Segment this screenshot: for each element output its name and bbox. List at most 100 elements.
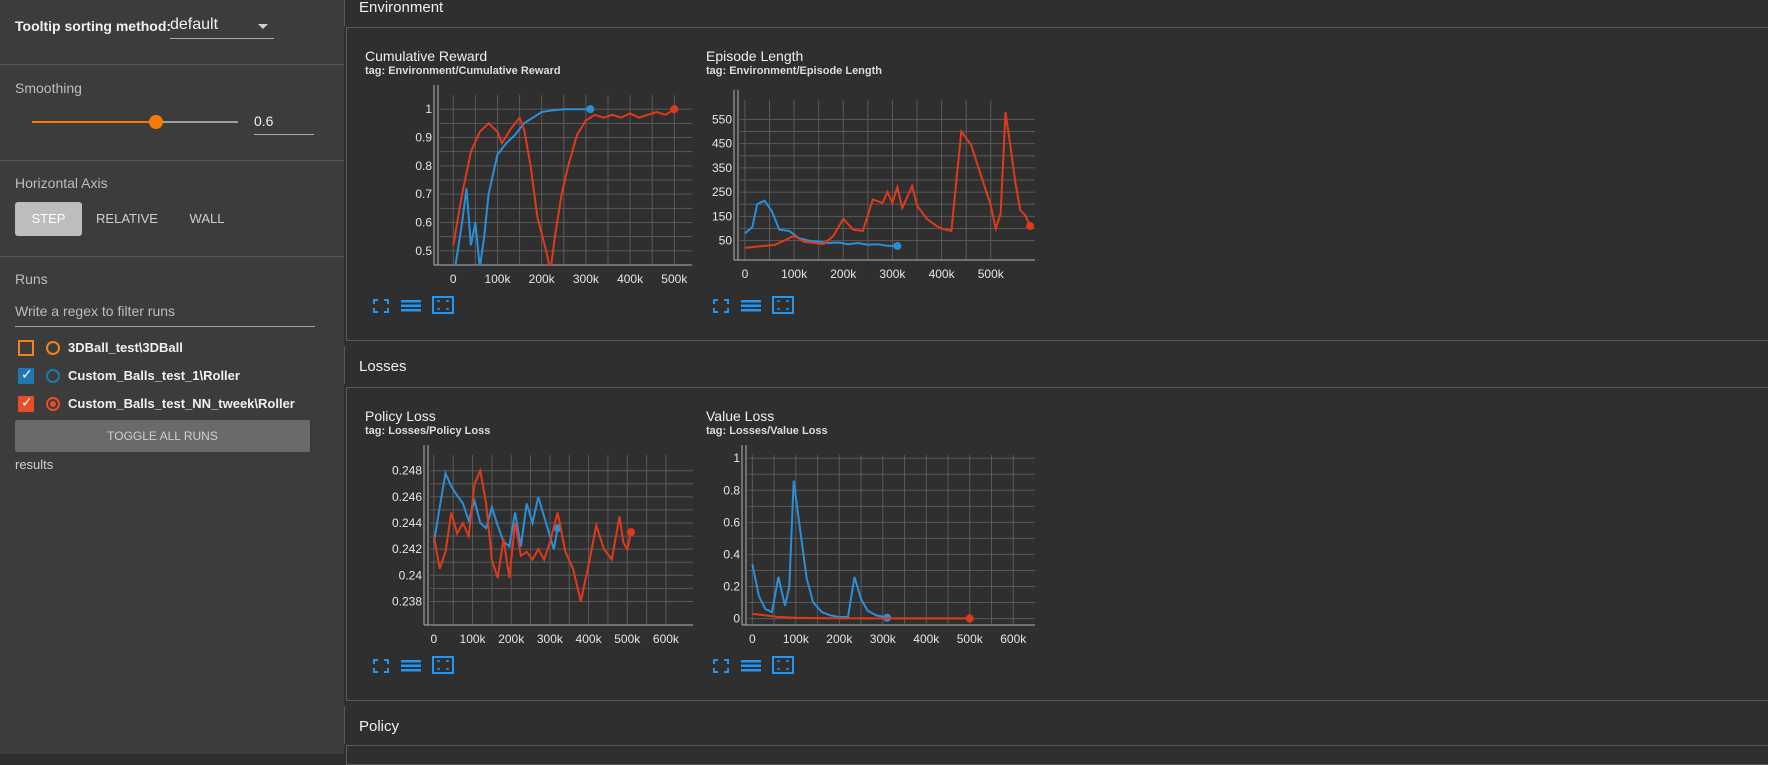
chart-controls bbox=[372, 296, 464, 319]
run-name: 3DBall_test\3DBall bbox=[68, 340, 183, 355]
y-tick-label: 0.238 bbox=[392, 594, 422, 608]
section-environment bbox=[346, 27, 1768, 341]
x-tick-label: 400k bbox=[929, 267, 956, 281]
smoothing-input[interactable]: 0.6 bbox=[254, 110, 314, 135]
fullscreen-icon[interactable] bbox=[372, 658, 390, 674]
run-color-radio[interactable] bbox=[46, 369, 60, 383]
y-tick-label: 0 bbox=[733, 612, 740, 626]
y-tick-label: 0.242 bbox=[392, 542, 422, 556]
x-tick-label: 600k bbox=[653, 632, 680, 646]
fit-domain-icon[interactable] bbox=[432, 296, 454, 314]
fullscreen-icon[interactable] bbox=[372, 298, 390, 314]
section-losses bbox=[346, 387, 1768, 701]
series-end-point bbox=[670, 105, 679, 114]
data-table-icon[interactable] bbox=[740, 298, 762, 314]
y-tick-label: 0.6 bbox=[415, 216, 432, 230]
run-name: Custom_Balls_test_NN_tweek\Roller bbox=[68, 396, 295, 411]
run-item[interactable]: Custom_Balls_test_1\Roller bbox=[18, 366, 338, 388]
series-end-point bbox=[1026, 222, 1035, 231]
y-tick-label: 550 bbox=[712, 112, 732, 126]
chart-title: Value Loss bbox=[706, 408, 775, 424]
y-tick-label: 0.24 bbox=[399, 568, 423, 582]
chart-value-loss[interactable]: 0 100k 200k 300k 400k 500k 600k 0 0.2 0.4 0.6 0.8 1 bbox=[706, 440, 1045, 655]
data-table-icon[interactable] bbox=[740, 658, 762, 674]
y-tick-label: 0.8 bbox=[415, 159, 432, 173]
run-checkbox[interactable] bbox=[18, 395, 34, 412]
axis-wall-button[interactable]: WALL bbox=[189, 211, 225, 226]
section-title: Losses bbox=[359, 358, 407, 375]
x-tick-label: 200k bbox=[529, 272, 556, 286]
y-tick-label: 0.8 bbox=[723, 483, 740, 497]
chart-tag: tag: Environment/Cumulative Reward bbox=[365, 65, 561, 77]
chart-controls bbox=[712, 296, 804, 319]
series-raw-line bbox=[433, 471, 559, 550]
runs-filter-placeholder: Write a regex to filter runs bbox=[15, 303, 176, 319]
fit-domain-icon[interactable] bbox=[772, 656, 794, 674]
series-line-red bbox=[744, 111, 1032, 249]
axis-step-button[interactable]: STEP bbox=[15, 202, 82, 236]
divider bbox=[0, 256, 344, 257]
section-title: Policy bbox=[359, 718, 400, 735]
x-tick-label: 300k bbox=[879, 267, 906, 281]
chart-tag: tag: Losses/Value Loss bbox=[706, 425, 828, 437]
smoothing-value: 0.6 bbox=[254, 113, 274, 129]
chevron-down-icon bbox=[258, 24, 268, 29]
section-header-policy[interactable] bbox=[344, 706, 1768, 744]
fit-domain-icon[interactable] bbox=[432, 656, 454, 674]
chart-episode-length[interactable]: 0 100k 200k 300k 400k 500k 50 150 250 350 450 550 bbox=[706, 80, 1045, 290]
y-tick-label: 250 bbox=[712, 185, 732, 199]
series-end-point bbox=[965, 614, 974, 623]
run-name: Custom_Balls_test_1\Roller bbox=[68, 368, 240, 383]
chart-controls bbox=[712, 656, 804, 679]
x-tick-label: 0 bbox=[742, 267, 749, 281]
y-tick-label: 0.5 bbox=[415, 244, 432, 258]
run-color-radio[interactable] bbox=[46, 341, 60, 355]
x-tick-label: 300k bbox=[573, 272, 600, 286]
chart-controls bbox=[372, 656, 464, 679]
tooltip-sorting-select[interactable]: default bbox=[170, 14, 274, 39]
toggle-all-runs-button[interactable]: TOGGLE ALL RUNS bbox=[15, 420, 310, 452]
section-header-losses[interactable] bbox=[344, 346, 1768, 384]
chart-policy-loss[interactable]: 0 100k 200k 300k 400k 500k 600k 0.238 0.24 0.242 0… bbox=[375, 440, 703, 655]
y-tick-label: 1 bbox=[733, 451, 740, 465]
section-policy bbox=[346, 745, 1768, 765]
y-tick-label: 0.244 bbox=[392, 516, 422, 530]
series-end-point bbox=[586, 105, 595, 114]
y-tick-label: 450 bbox=[712, 137, 732, 151]
runs-filter-input[interactable]: Write a regex to filter runs bbox=[15, 300, 315, 327]
results-label: results bbox=[15, 457, 54, 472]
y-tick-label: 0.246 bbox=[392, 490, 422, 504]
x-tick-label: 100k bbox=[781, 267, 808, 281]
x-tick-label: 200k bbox=[826, 632, 853, 646]
x-tick-label: 200k bbox=[498, 632, 525, 646]
fullscreen-icon[interactable] bbox=[712, 298, 730, 314]
fit-domain-icon[interactable] bbox=[772, 296, 794, 314]
series-line-blue bbox=[744, 199, 898, 247]
smoothing-slider[interactable] bbox=[32, 115, 238, 129]
fullscreen-icon[interactable] bbox=[712, 658, 730, 674]
data-table-icon[interactable] bbox=[400, 658, 422, 674]
x-tick-label: 400k bbox=[576, 632, 603, 646]
run-checkbox[interactable] bbox=[18, 340, 34, 356]
divider bbox=[0, 64, 344, 65]
y-tick-label: 0.6 bbox=[723, 515, 740, 529]
chart-title: Policy Loss bbox=[365, 408, 436, 424]
x-tick-label: 100k bbox=[783, 632, 810, 646]
run-item[interactable]: 3DBall_test\3DBall bbox=[18, 338, 338, 360]
y-tick-label: 0.7 bbox=[415, 187, 432, 201]
axis-relative-button[interactable]: RELATIVE bbox=[96, 211, 158, 226]
smoothing-slider-thumb[interactable] bbox=[148, 115, 163, 129]
y-tick-label: 350 bbox=[712, 161, 732, 175]
series-line-blue bbox=[454, 108, 591, 265]
tooltip-sorting-label: Tooltip sorting method: bbox=[15, 18, 172, 34]
tooltip-sorting-value: default bbox=[170, 16, 219, 33]
series-line-red bbox=[452, 108, 675, 265]
y-tick-label: 0.9 bbox=[415, 131, 432, 145]
chart-cumulative-reward[interactable]: 0 100k 200k 300k 400k 500k 0.5 0.6 0.7 0.8 0.9 1 bbox=[375, 80, 702, 295]
run-item[interactable]: Custom_Balls_test_NN_tweek\Roller bbox=[18, 394, 338, 416]
sidebar: Tooltip sorting method: default Smoothin… bbox=[0, 0, 344, 754]
section-header-environment[interactable] bbox=[344, 0, 1768, 26]
run-checkbox[interactable] bbox=[18, 367, 34, 384]
data-table-icon[interactable] bbox=[400, 298, 422, 314]
run-color-radio[interactable] bbox=[46, 397, 60, 411]
